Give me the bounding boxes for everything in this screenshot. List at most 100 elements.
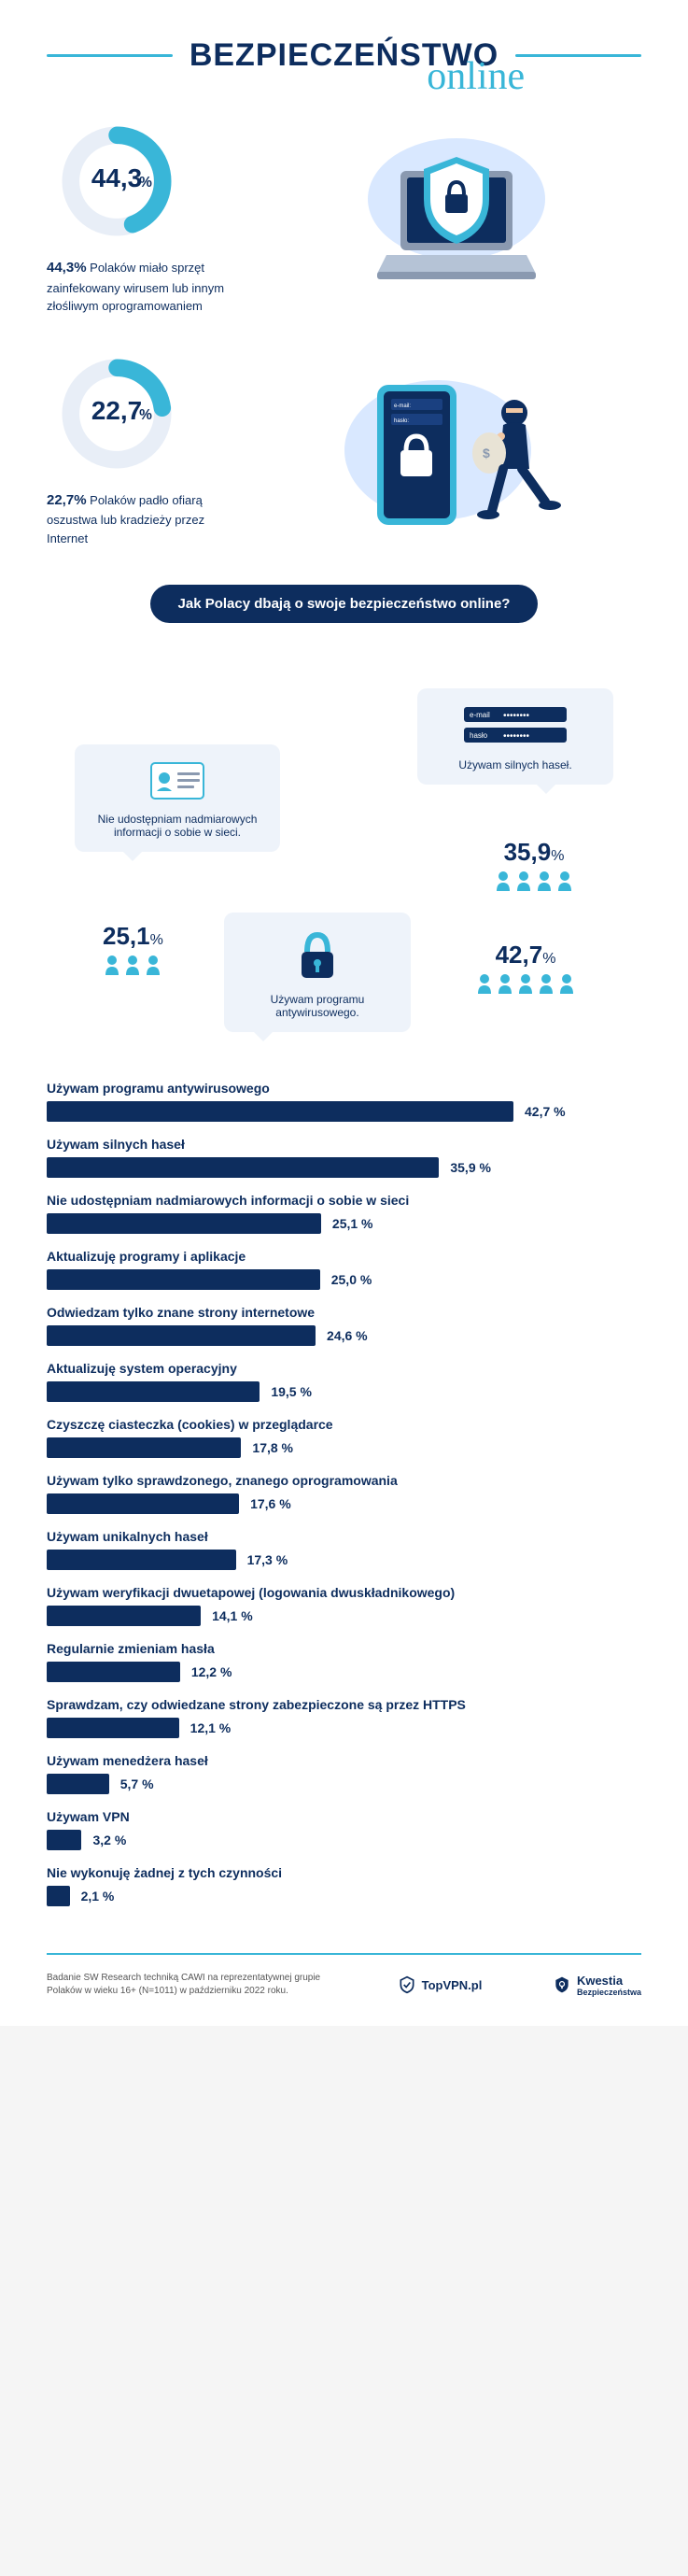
lock-icon [245, 929, 390, 984]
bar-label: Używam silnych haseł [47, 1137, 641, 1152]
person-icon [517, 973, 534, 994]
bar-row: 17,6 % [47, 1493, 641, 1514]
svg-text:••••••••: •••••••• [503, 731, 530, 742]
id-card-icon [95, 761, 260, 803]
bar-label: Regularnie zmieniam hasła [47, 1641, 641, 1656]
bar-row: 12,2 % [47, 1662, 641, 1682]
bar-value: 25,0 % [331, 1272, 372, 1287]
bar-row: 24,6 % [47, 1325, 641, 1346]
bar-value: 5,7 % [120, 1776, 154, 1791]
title-line-left [47, 54, 173, 57]
stat-caption-1: 44,3% Polaków miało sprzęt zainfekowany … [47, 258, 233, 316]
bubble-antivirus: Używam programu antywirusowego. [224, 913, 411, 1032]
svg-text:••••••••: •••••••• [503, 711, 530, 721]
bar-fill [47, 1101, 513, 1122]
people-stat-0: 25,1% [103, 922, 163, 975]
bar-label: Aktualizuję programy i aplikacje [47, 1249, 641, 1264]
bar-value: 2,1 % [81, 1889, 115, 1904]
people-stat-pct: 35,9% [495, 838, 573, 867]
donut-1: 44,3 % [47, 120, 187, 247]
people-row [476, 973, 575, 994]
stat-caption-2: 22,7% Polaków padło ofiarą oszustwa lub … [47, 490, 233, 548]
person-icon [497, 973, 513, 994]
bar-value: 35,9 % [450, 1160, 491, 1175]
bar-value: 19,5 % [271, 1384, 312, 1399]
footer: Badanie SW Research techniką CAWI na rep… [47, 1953, 641, 1998]
bar-item: Używam programu antywirusowego 42,7 % [47, 1081, 641, 1122]
bar-item: Używam unikalnych haseł 17,3 % [47, 1529, 641, 1570]
bar-label: Czyszczę ciasteczka (cookies) w przegląd… [47, 1417, 641, 1432]
laptop-shield-icon [349, 134, 564, 302]
bar-row: 12,1 % [47, 1718, 641, 1738]
bar-value: 3,2 % [92, 1833, 126, 1847]
bar-value: 42,7 % [525, 1104, 566, 1119]
bar-item: Używam tylko sprawdzonego, znanego oprog… [47, 1473, 641, 1514]
bar-item: Czyszczę ciasteczka (cookies) w przegląd… [47, 1417, 641, 1458]
bar-label: Używam VPN [47, 1809, 641, 1824]
people-row [103, 955, 163, 975]
bar-row: 19,5 % [47, 1381, 641, 1402]
shield-check-icon [398, 1975, 416, 1994]
bar-chart: Używam programu antywirusowego42,7 %Używ… [47, 1081, 641, 1906]
bar-label: Używam tylko sprawdzonego, znanego oprog… [47, 1473, 641, 1488]
people-stat-1: 35,9% [495, 838, 573, 891]
brand-kwestia-bottom: Bezpieczeństwa [577, 1988, 641, 1997]
bar-item: Używam VPN 3,2 % [47, 1809, 641, 1850]
person-icon [556, 870, 573, 891]
person-icon [124, 955, 141, 975]
people-stat-2: 42,7% [476, 941, 575, 994]
bar-row: 17,3 % [47, 1550, 641, 1570]
bar-label: Używam programu antywirusowego [47, 1081, 641, 1096]
brand-kwestia: Kwestia Bezpieczeństwa [553, 1974, 641, 1997]
bar-row: 42,7 % [47, 1101, 641, 1122]
bar-item: Regularnie zmieniam hasła 12,2 % [47, 1641, 641, 1682]
bar-value: 25,1 % [332, 1216, 373, 1231]
bar-item: Używam menedżera haseł5,7 % [47, 1753, 641, 1794]
bar-value: 17,6 % [250, 1496, 291, 1511]
brand-topvpn-text: TopVPN.pl [422, 1978, 483, 1992]
illus-laptop-shield [271, 134, 641, 302]
svg-text:$: $ [483, 446, 490, 460]
bar-label: Odwiedzam tylko znane strony internetowe [47, 1305, 641, 1320]
stat-block-1: 44,3 % 44,3% Polaków miało sprzęt zainfe… [47, 120, 233, 316]
svg-text:e-mail: e-mail [470, 711, 490, 719]
shield-icon [553, 1975, 571, 1994]
bar-row: 3,2 % [47, 1830, 641, 1850]
bar-item: Aktualizuję system operacyjny 19,5 % [47, 1361, 641, 1402]
bar-item: Używam silnych haseł 35,9 % [47, 1137, 641, 1178]
bar-fill [47, 1550, 236, 1570]
person-icon [538, 973, 555, 994]
bar-fill [47, 1381, 260, 1402]
bar-fill [47, 1269, 320, 1290]
donut-svg-1: 44,3 % [56, 120, 177, 242]
stat-block-2: 22,7 % 22,7% Polaków padło ofiarą oszust… [47, 353, 233, 548]
svg-text:hasło:: hasło: [394, 418, 409, 424]
title-block: BEZPIECZEŃSTWO online [173, 37, 515, 74]
bar-value: 17,8 % [252, 1440, 293, 1455]
bar-value: 17,3 % [247, 1552, 288, 1567]
bar-item: Nie udostępniam nadmiarowych informacji … [47, 1193, 641, 1234]
donut-1-pct: 44,3 [91, 163, 142, 192]
bar-fill [47, 1213, 321, 1234]
brand-kwestia-top: Kwestia [577, 1974, 641, 1988]
donut-1-unit: % [139, 175, 152, 191]
people-stat-pct: 42,7% [476, 941, 575, 970]
footer-note: Badanie SW Research techniką CAWI na rep… [47, 1972, 327, 1998]
bar-value: 12,1 % [190, 1720, 232, 1735]
bar-item: Odwiedzam tylko znane strony internetowe… [47, 1305, 641, 1346]
bar-label: Aktualizuję system operacyjny [47, 1361, 641, 1376]
section-title-pill: Jak Polacy dbają o swoje bezpieczeństwo … [150, 585, 539, 623]
title-row: BEZPIECZEŃSTWO online [47, 37, 641, 74]
bar-row: 35,9 % [47, 1157, 641, 1178]
bar-label: Używam weryfikacji dwuetapowej (logowani… [47, 1585, 641, 1600]
bubble-info-sharing: Nie udostępniam nadmiarowych informacji … [75, 744, 280, 852]
bar-row: 17,8 % [47, 1437, 641, 1458]
bar-fill [47, 1606, 201, 1626]
title-line-right [515, 54, 641, 57]
stat-row-2: 22,7 % 22,7% Polaków padło ofiarą oszust… [47, 353, 641, 548]
svg-text:hasło: hasło [470, 731, 488, 740]
bar-label: Używam unikalnych haseł [47, 1529, 641, 1544]
bar-label: Nie wykonuję żadnej z tych czynności [47, 1865, 641, 1880]
bubble-3-text: Używam programu antywirusowego. [245, 993, 390, 1019]
bar-label: Nie udostępniam nadmiarowych informacji … [47, 1193, 641, 1208]
